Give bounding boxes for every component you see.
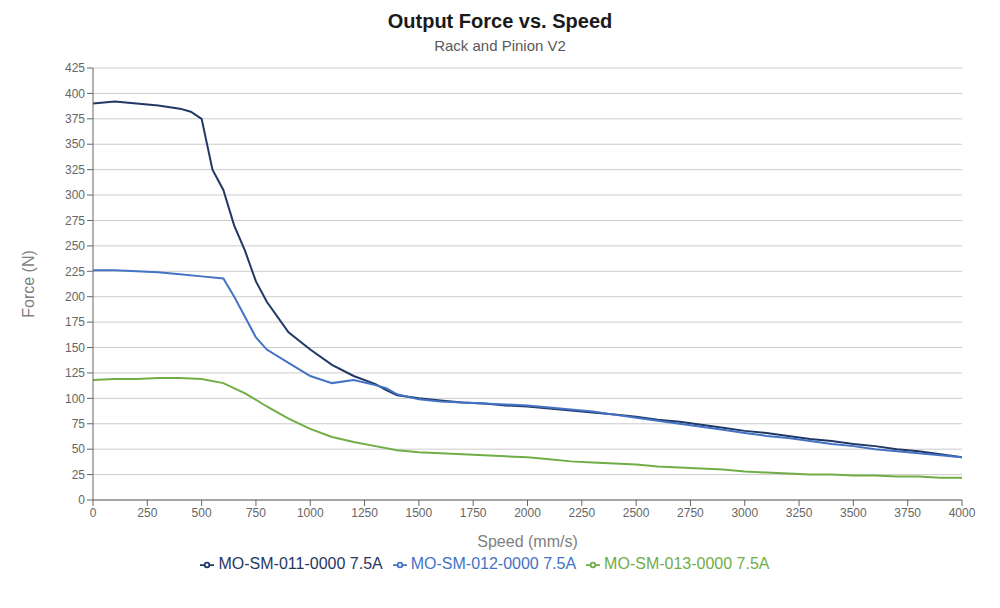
html-text:MO-SM-012-0000 7.5A: MO-SM-012-0000 7.5A bbox=[410, 555, 577, 572]
svg-text:1000: 1000 bbox=[297, 506, 324, 520]
svg-text:325: 325 bbox=[65, 163, 85, 177]
svg-text:3000: 3000 bbox=[731, 506, 758, 520]
svg-text:1500: 1500 bbox=[406, 506, 433, 520]
svg-text:Speed (mm/s): Speed (mm/s) bbox=[477, 533, 577, 550]
svg-text:225: 225 bbox=[65, 265, 85, 279]
svg-text:425: 425 bbox=[65, 61, 85, 75]
svg-text:3250: 3250 bbox=[786, 506, 813, 520]
html-text:Output Force vs. Speed: Output Force vs. Speed bbox=[387, 10, 613, 32]
svg-text:0: 0 bbox=[78, 493, 85, 507]
html-text:Rack and Pinion V2: Rack and Pinion V2 bbox=[434, 37, 566, 54]
svg-text:3750: 3750 bbox=[894, 506, 921, 520]
svg-text:125: 125 bbox=[65, 366, 85, 380]
svg-text:400: 400 bbox=[65, 87, 85, 101]
svg-text:2750: 2750 bbox=[677, 506, 704, 520]
svg-text:100: 100 bbox=[65, 392, 85, 406]
svg-text:500: 500 bbox=[192, 506, 212, 520]
svg-text:4000: 4000 bbox=[949, 506, 976, 520]
svg-text:1750: 1750 bbox=[460, 506, 487, 520]
svg-text:250: 250 bbox=[137, 506, 157, 520]
html-text:MO-SM-011-0000 7.5A: MO-SM-011-0000 7.5A bbox=[218, 555, 383, 572]
svg-text:2500: 2500 bbox=[623, 506, 650, 520]
svg-text:0: 0 bbox=[90, 506, 97, 520]
svg-text:375: 375 bbox=[65, 112, 85, 126]
svg-text:275: 275 bbox=[65, 214, 85, 228]
svg-text:175: 175 bbox=[65, 315, 85, 329]
svg-text:25: 25 bbox=[72, 468, 86, 482]
svg-text:Force (N): Force (N) bbox=[20, 250, 37, 318]
svg-text:200: 200 bbox=[65, 290, 85, 304]
html-text:MO-SM-013-0000 7.5A: MO-SM-013-0000 7.5A bbox=[604, 555, 770, 572]
svg-text:2250: 2250 bbox=[568, 506, 595, 520]
svg-text:1250: 1250 bbox=[351, 506, 378, 520]
svg-text:2000: 2000 bbox=[514, 506, 541, 520]
svg-text:350: 350 bbox=[65, 137, 85, 151]
svg-text:750: 750 bbox=[246, 506, 266, 520]
svg-text:250: 250 bbox=[65, 239, 85, 253]
svg-text:150: 150 bbox=[65, 341, 85, 355]
svg-text:75: 75 bbox=[72, 417, 86, 431]
svg-text:300: 300 bbox=[65, 188, 85, 202]
svg-text:50: 50 bbox=[72, 442, 86, 456]
svg-text:3500: 3500 bbox=[840, 506, 867, 520]
